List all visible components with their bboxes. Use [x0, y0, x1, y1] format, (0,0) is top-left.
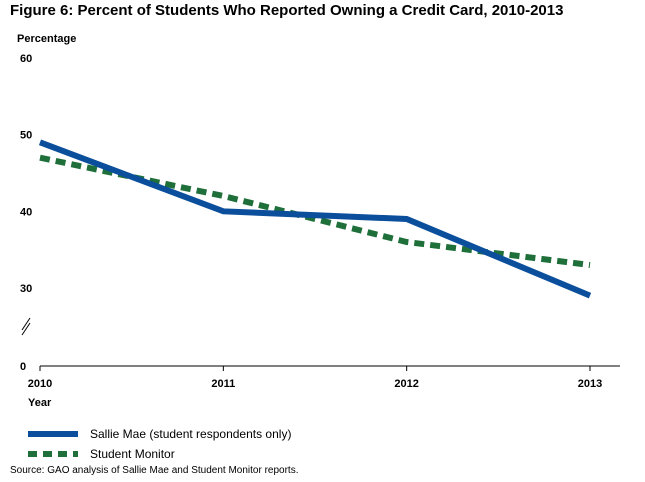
x-tick-label: 2011	[211, 378, 235, 390]
legend-item-sallie-mae: Sallie Mae (student respondents only)	[28, 424, 291, 444]
y-tick-labels: 0 30 40 50 60	[20, 53, 32, 373]
series-layer	[38, 139, 592, 299]
y-tick-label: 0	[20, 361, 26, 373]
x-tick-label: 2013	[578, 378, 602, 390]
x-axis-title: Year	[28, 397, 52, 409]
x-tick-label: 2010	[28, 378, 52, 390]
series-line-sallie-mae	[38, 139, 592, 299]
series-line-student-monitor	[39, 154, 591, 268]
x-tick-labels: 2010 2011 2012 2013	[28, 366, 602, 390]
legend-label-sallie-mae: Sallie Mae (student respondents only)	[90, 427, 292, 441]
chart-title: Figure 6: Percent of Students Who Report…	[10, 2, 564, 19]
legend-item-student-monitor: Student Monitor	[28, 444, 291, 464]
y-tick-label: 40	[20, 206, 32, 218]
source-note: Source: GAO analysis of Sallie Mae and S…	[10, 465, 299, 476]
x-tick-label: 2012	[394, 378, 418, 390]
chart-plot: 0 30 40 50 60 2010 2011 2012 2013	[20, 53, 620, 390]
chart-legend: Sallie Mae (student respondents only) St…	[28, 424, 291, 464]
legend-swatch-student-monitor	[28, 451, 78, 457]
legend-label-student-monitor: Student Monitor	[90, 447, 175, 461]
legend-swatch-sallie-mae	[28, 431, 78, 437]
axis-break-icon	[21, 317, 31, 336]
y-tick-label: 60	[20, 53, 32, 65]
y-axis-title: Percentage	[17, 33, 77, 45]
y-tick-label: 30	[20, 283, 32, 295]
y-tick-label: 50	[20, 130, 32, 142]
